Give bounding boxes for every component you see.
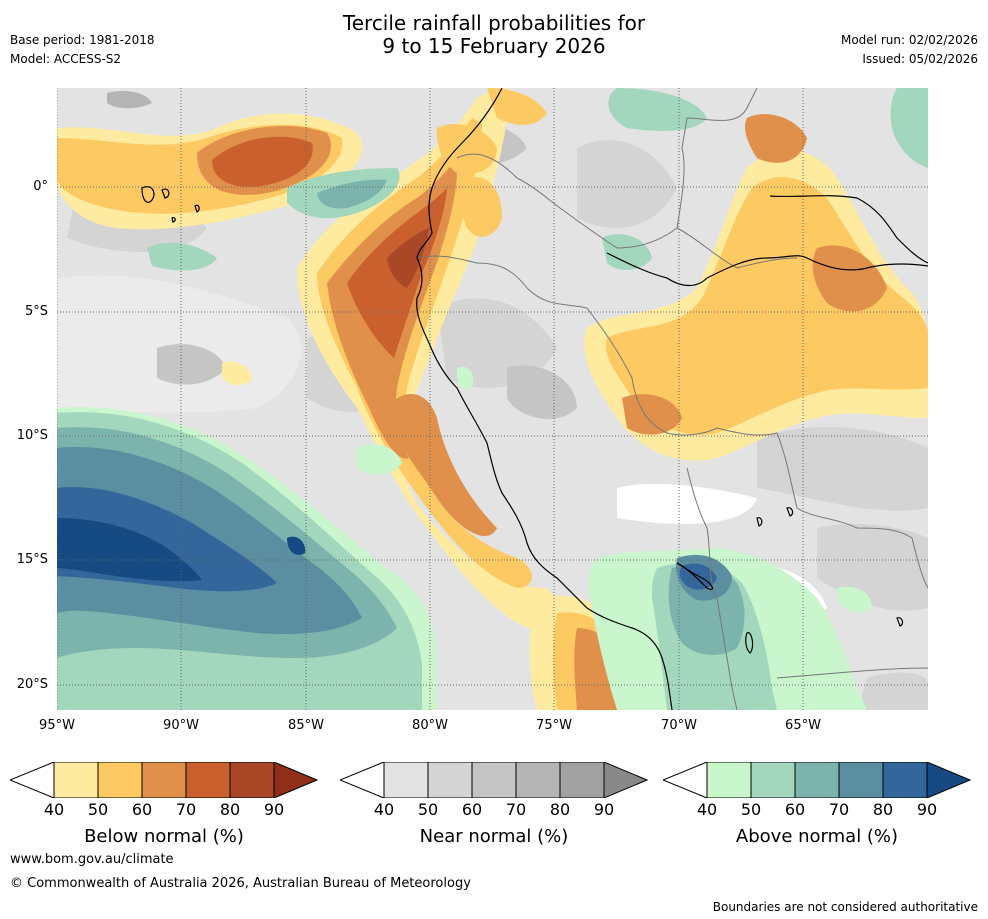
model-label: Model: ACCESS-S2	[10, 52, 122, 66]
above-tick-40: 40	[696, 800, 718, 819]
near-tick-90: 90	[593, 800, 615, 819]
below-swatch-90	[273, 762, 318, 798]
boundaries-disclaimer: Boundaries are not considered authoritat…	[712, 900, 978, 914]
near-swatch-70	[515, 762, 561, 798]
above-swatch-40	[706, 762, 752, 798]
near-swatch-90	[603, 762, 648, 798]
lon-label-75w: 75°W	[536, 718, 572, 733]
below-tick-40: 40	[43, 800, 65, 819]
above-swatch-50	[750, 762, 796, 798]
above-normal-region	[57, 88, 928, 710]
above-swatch-60	[794, 762, 840, 798]
near-swatch-40	[383, 762, 429, 798]
lon-label-95w: 95°W	[39, 718, 75, 733]
model-run-label: Model run: 02/02/2026	[840, 33, 978, 47]
below-normal-colorbar	[10, 762, 318, 798]
near-tick-40: 40	[373, 800, 395, 819]
above-tick-60: 60	[784, 800, 806, 819]
above-swatch-70	[838, 762, 884, 798]
above-tick-70: 70	[828, 800, 850, 819]
lat-label-10s: 10°S	[16, 428, 48, 443]
below-normal-legend-title: Below normal (%)	[84, 826, 244, 847]
issued-label: Issued: 05/02/2026	[862, 52, 978, 66]
copyright-notice: © Commonwealth of Australia 2026, Austra…	[10, 876, 471, 891]
below-normal-region	[57, 88, 928, 710]
above-tick-80: 80	[872, 800, 894, 819]
below-swatch-80	[229, 762, 275, 798]
near-tick-60: 60	[461, 800, 483, 819]
coastlines	[141, 88, 928, 710]
below-tick-70: 70	[175, 800, 197, 819]
near-normal-legend-title: Near normal (%)	[419, 826, 569, 847]
map-title-line2: 9 to 15 February 2026	[382, 34, 606, 58]
above-tick-90: 90	[916, 800, 938, 819]
below-swatch-70	[185, 762, 231, 798]
rainfall-probability-map	[57, 88, 928, 710]
above-tick-50: 50	[740, 800, 762, 819]
lon-label-85w: 85°W	[288, 718, 324, 733]
lat-label-20s: 20°S	[16, 677, 48, 692]
below-swatch-50	[97, 762, 143, 798]
near-tick-80: 80	[549, 800, 571, 819]
below-tick-80: 80	[219, 800, 241, 819]
base-period-label: Base period: 1981-2018	[10, 33, 155, 47]
lon-label-90w: 90°W	[163, 718, 199, 733]
near-swatch-80	[559, 762, 605, 798]
lat-label-0: 0°	[33, 179, 48, 194]
below-tick-90: 90	[263, 800, 285, 819]
above-swatch-90	[926, 762, 971, 798]
near-tick-50: 50	[417, 800, 439, 819]
near-tick-70: 70	[505, 800, 527, 819]
lon-label-70w: 70°W	[661, 718, 697, 733]
lat-label-5s: 5°S	[24, 304, 48, 319]
lon-label-65w: 65°W	[785, 718, 821, 733]
near-swatch-50	[427, 762, 473, 798]
below-tick-60: 60	[131, 800, 153, 819]
below-tick-50: 50	[87, 800, 109, 819]
website-link[interactable]: www.bom.gov.au/climate	[10, 852, 174, 867]
country-borders	[416, 88, 928, 710]
above-normal-legend-title: Above normal (%)	[735, 826, 899, 847]
lon-label-80w: 80°W	[412, 718, 448, 733]
map-gridlines	[57, 88, 928, 710]
map-title: Tercile rainfall probabilities for 9 to …	[0, 12, 988, 58]
below-swatch-40	[53, 762, 99, 798]
near-normal-colorbar	[340, 762, 648, 798]
map-title-line1: Tercile rainfall probabilities for	[342, 11, 646, 35]
lat-label-15s: 15°S	[16, 552, 48, 567]
near-swatch-60	[471, 762, 517, 798]
above-swatch-80	[882, 762, 928, 798]
below-swatch-60	[141, 762, 187, 798]
above-normal-colorbar	[663, 762, 971, 798]
